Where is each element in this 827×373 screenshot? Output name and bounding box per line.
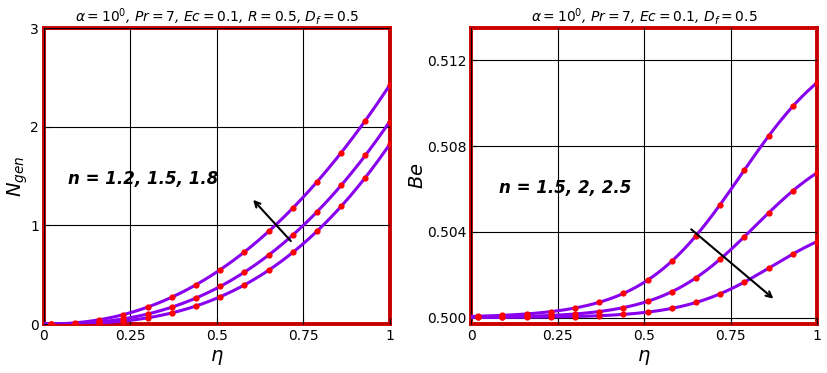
Title: $\alpha = 10^0$, $Pr = 7$, $Ec = 0.1$, $R = 0.5$, $D_f = 0.5$: $\alpha = 10^0$, $Pr = 7$, $Ec = 0.1$, $… xyxy=(74,6,359,26)
Y-axis label: $Be$: $Be$ xyxy=(408,163,427,189)
X-axis label: $\eta$: $\eta$ xyxy=(210,348,223,367)
X-axis label: $\eta$: $\eta$ xyxy=(638,348,651,367)
Title: $\alpha = 10^0$, $Pr = 7$, $Ec = 0.1$, $D_f = 0.5$: $\alpha = 10^0$, $Pr = 7$, $Ec = 0.1$, $… xyxy=(531,6,758,26)
Y-axis label: $N_{gen}$: $N_{gen}$ xyxy=(6,156,30,197)
Text: n = 1.5, 2, 2.5: n = 1.5, 2, 2.5 xyxy=(499,179,631,197)
Text: n = 1.2, 1.5, 1.8: n = 1.2, 1.5, 1.8 xyxy=(68,170,218,188)
